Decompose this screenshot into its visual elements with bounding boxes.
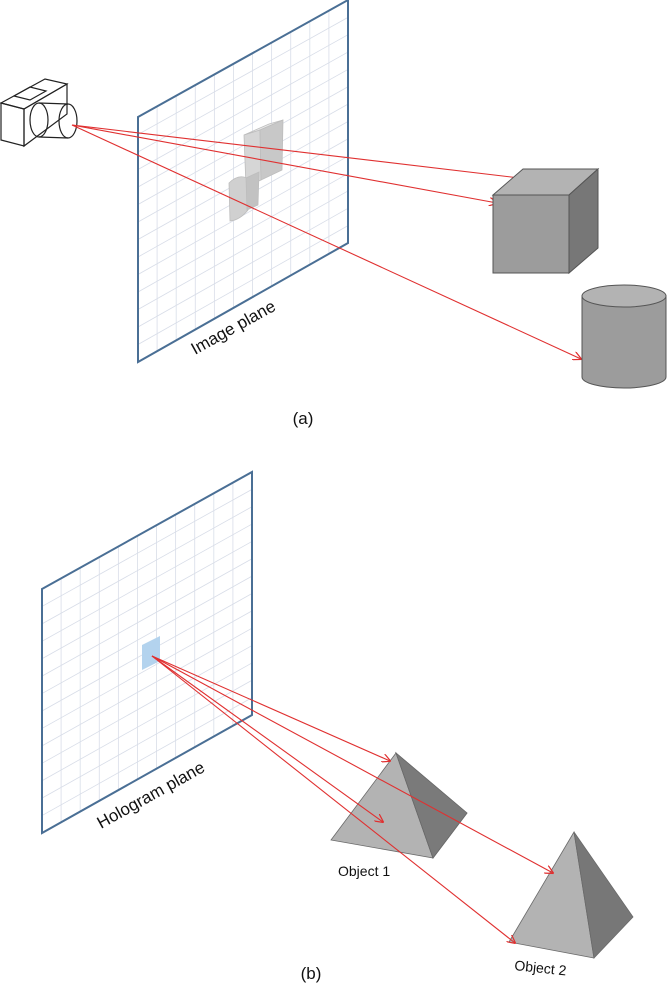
pyramid-object-2: [508, 830, 634, 959]
ray-to-object2-apex: [151, 655, 553, 873]
image-plane-grid: [138, 10, 348, 352]
ray-to-object2-face: [151, 655, 515, 943]
camera-icon: [0, 78, 78, 148]
hologram-pixel: [142, 636, 160, 670]
ray-to-cube-front: [71, 124, 497, 203]
ray-to-cube-top: [71, 124, 528, 179]
pyramid-object-1: [330, 751, 468, 859]
caption-b: (b): [301, 964, 322, 983]
panel-b: Hologram plane Object 1 Object 2 (b): [41, 470, 634, 983]
cylinder-object: [581, 284, 667, 389]
panel-a: Image plane (a): [0, 0, 667, 428]
object2-label: Object 2: [514, 957, 568, 978]
ray-to-object1-apex: [151, 655, 390, 761]
cube-object: [491, 167, 600, 275]
caption-a: (a): [293, 409, 314, 428]
projected-cylinder-image: [228, 171, 260, 222]
rays-a: [71, 124, 581, 359]
ray-to-cylinder: [71, 124, 581, 359]
hologram-plane-grid: [42, 482, 252, 823]
rays-b: [151, 655, 553, 943]
object1-label: Object 1: [338, 863, 390, 879]
ray-to-object1-face: [151, 655, 383, 822]
